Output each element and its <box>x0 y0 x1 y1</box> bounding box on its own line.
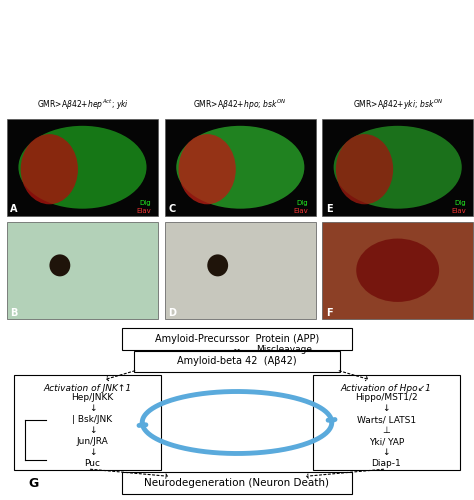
Text: C: C <box>168 204 175 214</box>
Text: F: F <box>326 308 332 318</box>
Text: Miscleavage: Miscleavage <box>256 346 312 354</box>
Bar <box>165 222 316 319</box>
Text: ↓: ↓ <box>383 448 390 457</box>
Ellipse shape <box>21 134 78 204</box>
Ellipse shape <box>356 238 439 302</box>
Bar <box>322 118 473 216</box>
Text: GMR>A$\beta$42+$yki$; $bsk^{ON}$: GMR>A$\beta$42+$yki$; $bsk^{ON}$ <box>353 98 443 112</box>
Text: Amyloid-beta 42  (Aβ42): Amyloid-beta 42 (Aβ42) <box>177 356 297 366</box>
FancyBboxPatch shape <box>122 472 352 494</box>
Text: Yki/ YAP: Yki/ YAP <box>369 437 404 446</box>
FancyBboxPatch shape <box>122 328 352 349</box>
Circle shape <box>207 254 228 276</box>
Text: Activation of JNK↑1: Activation of JNK↑1 <box>44 384 132 393</box>
FancyBboxPatch shape <box>134 350 340 372</box>
Circle shape <box>49 254 70 276</box>
Bar <box>7 222 158 319</box>
Text: A: A <box>10 204 18 214</box>
Text: GMR>A$\beta$42+$hpo$; $bsk^{ON}$: GMR>A$\beta$42+$hpo$; $bsk^{ON}$ <box>193 98 287 112</box>
Text: Neurodegeneration (Neuron Death): Neurodegeneration (Neuron Death) <box>145 478 329 488</box>
Text: GMR>A$\beta$42+$hep^{Act}$; $yki$: GMR>A$\beta$42+$hep^{Act}$; $yki$ <box>37 98 129 112</box>
Text: ↓: ↓ <box>89 426 96 435</box>
Bar <box>165 118 316 216</box>
Text: D: D <box>168 308 176 318</box>
Ellipse shape <box>334 126 462 208</box>
Text: Dlg: Dlg <box>296 200 308 206</box>
Text: Warts/ LATS1: Warts/ LATS1 <box>357 415 416 424</box>
Bar <box>322 222 473 319</box>
Text: Dlg: Dlg <box>454 200 466 206</box>
Text: Elav: Elav <box>293 208 308 214</box>
Text: Dlg: Dlg <box>139 200 151 206</box>
Text: E: E <box>326 204 332 214</box>
FancyBboxPatch shape <box>313 375 460 470</box>
Text: Hippo/MST1/2: Hippo/MST1/2 <box>355 393 418 402</box>
Text: Activation of Hpo↙1: Activation of Hpo↙1 <box>341 384 432 393</box>
Text: Amyloid-Precurssor  Protein (APP): Amyloid-Precurssor Protein (APP) <box>155 334 319 344</box>
Text: Elav: Elav <box>451 208 466 214</box>
Text: ↓: ↓ <box>89 404 96 413</box>
Text: Hep/JNKK: Hep/JNKK <box>71 393 114 402</box>
Text: | Bsk/JNK: | Bsk/JNK <box>73 415 112 424</box>
Ellipse shape <box>176 126 304 208</box>
Ellipse shape <box>179 134 236 204</box>
Text: Jun/JRA: Jun/JRA <box>77 437 108 446</box>
Text: ⊥: ⊥ <box>383 426 390 435</box>
Text: Puc: Puc <box>84 459 100 468</box>
Text: Elav: Elav <box>136 208 151 214</box>
Bar <box>7 118 158 216</box>
Text: Diap-1: Diap-1 <box>372 459 401 468</box>
Text: G: G <box>28 477 39 490</box>
Text: B: B <box>10 308 18 318</box>
Text: ↓: ↓ <box>89 448 96 457</box>
Ellipse shape <box>336 134 393 204</box>
FancyBboxPatch shape <box>14 375 161 470</box>
Ellipse shape <box>18 126 146 208</box>
Text: ↓: ↓ <box>383 404 390 413</box>
